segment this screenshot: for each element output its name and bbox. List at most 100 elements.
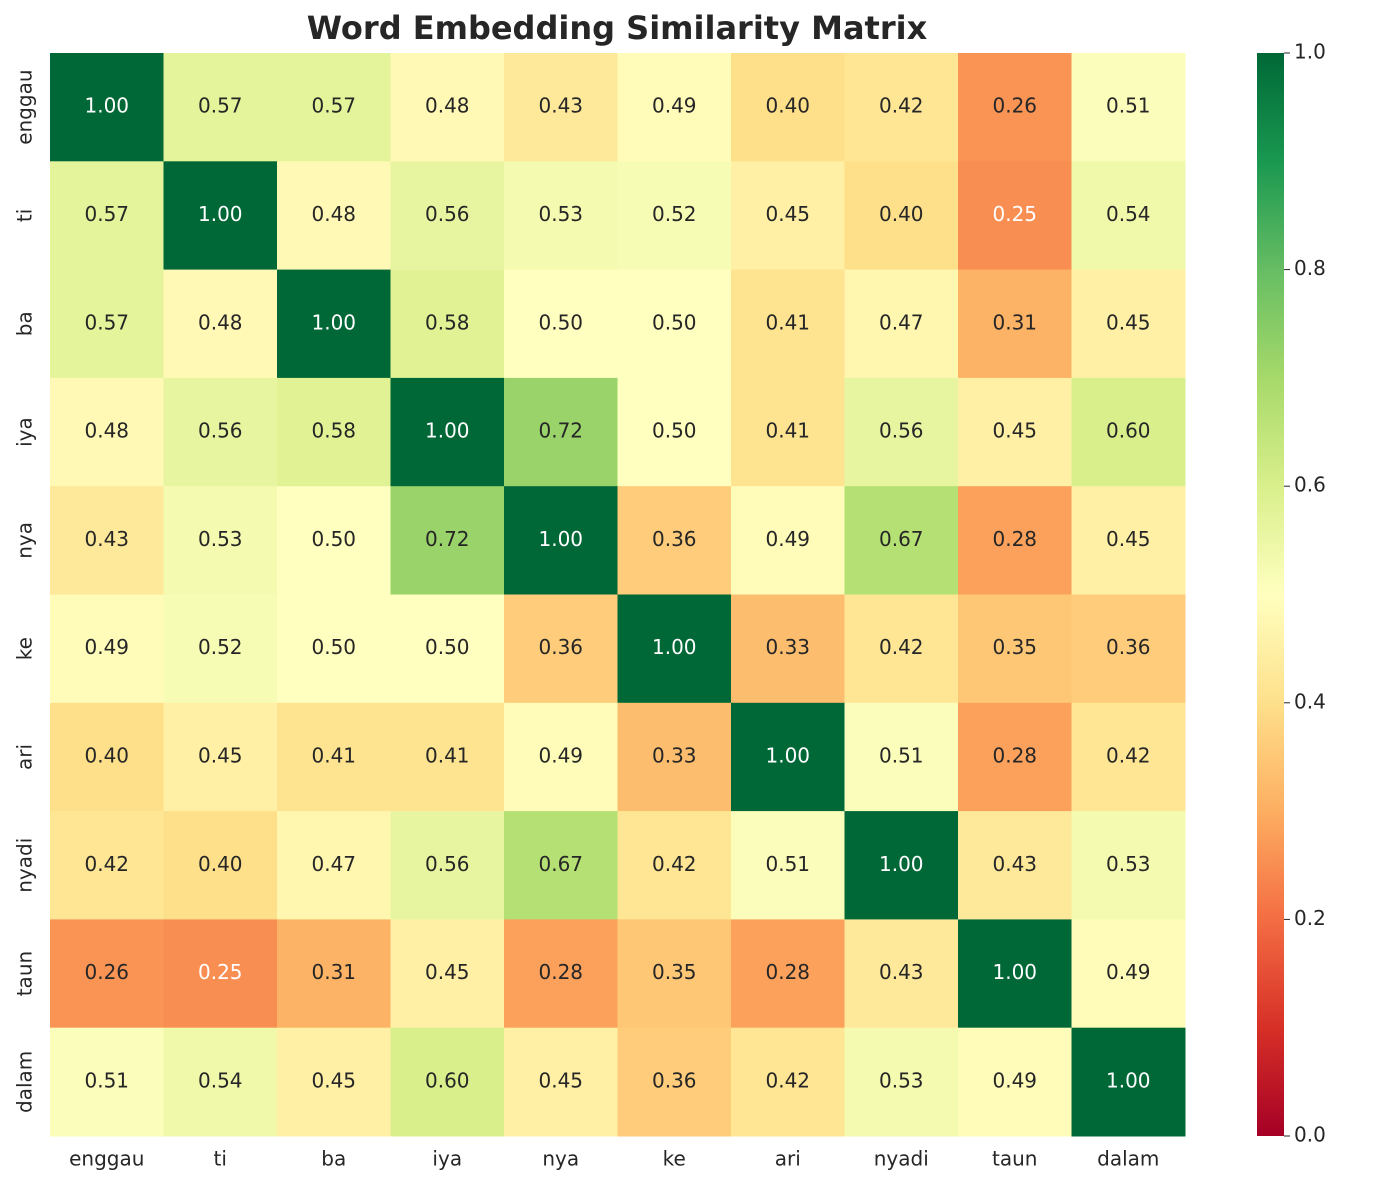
cell-label: 0.57	[84, 310, 129, 334]
cell-label: 0.33	[652, 743, 697, 767]
cell-label: 1.00	[652, 635, 697, 659]
heatmap-cell	[1071, 594, 1186, 704]
heatmap-cell	[844, 919, 959, 1029]
cell-label: 0.57	[311, 94, 356, 118]
cell-label: 1.00	[1106, 1068, 1151, 1092]
heatmap-cell	[958, 269, 1072, 379]
heatmap-cell	[958, 161, 1072, 271]
x-tick-label: enggau	[69, 1147, 144, 1171]
cell-label: 0.43	[538, 94, 583, 118]
cell-label: 0.26	[992, 94, 1037, 118]
colorbar	[1257, 53, 1284, 1136]
cell-label: 0.54	[1106, 202, 1151, 226]
cell-label: 0.53	[1106, 852, 1151, 876]
heatmap-cell	[50, 486, 164, 595]
heatmap-cell	[390, 269, 505, 379]
heatmap-cell	[163, 377, 278, 487]
heatmap-cell	[277, 53, 391, 162]
y-tick-label: dalam	[13, 1051, 37, 1113]
cell-label: 0.40	[198, 852, 243, 876]
heatmap-cell	[50, 377, 164, 487]
heatmap-cell	[50, 811, 164, 920]
colorbar-tick-label: 0.2	[1294, 906, 1326, 930]
cell-label: 0.41	[765, 419, 810, 443]
cell-label: 0.31	[992, 310, 1037, 334]
heatmap-cell	[617, 919, 732, 1029]
heatmap-cell	[504, 702, 618, 812]
y-tick-label: ba	[13, 311, 37, 336]
cell-label: 0.72	[425, 527, 470, 551]
heatmap-cell	[1071, 919, 1186, 1029]
heatmap-cell	[277, 161, 391, 271]
cell-label: 0.56	[425, 852, 470, 876]
heatmap-cell	[731, 377, 845, 487]
cell-label: 0.48	[311, 202, 356, 226]
cell-label: 0.49	[992, 1068, 1037, 1092]
heatmap-cell	[504, 161, 618, 271]
x-tick-label: dalam	[1097, 1147, 1159, 1171]
cell-label: 0.45	[425, 960, 470, 984]
heatmap-cell	[617, 486, 732, 595]
heatmap-cell	[617, 811, 732, 920]
heatmap-cell	[617, 269, 732, 379]
heatmap-cell	[504, 811, 618, 920]
heatmap-cell	[958, 377, 1072, 487]
heatmap-cell	[958, 702, 1072, 812]
cell-label: 0.25	[992, 202, 1037, 226]
heatmap-cell	[390, 919, 505, 1029]
heatmap-cell	[163, 53, 278, 162]
heatmap-cell	[958, 53, 1072, 162]
cell-label: 0.45	[538, 1068, 583, 1092]
heatmap-cell	[844, 269, 959, 379]
cell-label: 0.53	[538, 202, 583, 226]
cell-label: 1.00	[879, 852, 924, 876]
heatmap-cell	[504, 1027, 618, 1137]
cell-label: 0.41	[765, 310, 810, 334]
x-tick-label: nya	[542, 1147, 579, 1171]
cell-label: 1.00	[84, 94, 129, 118]
cell-label: 0.36	[1106, 635, 1151, 659]
heatmap-cell	[50, 702, 164, 812]
heatmap-cell	[504, 486, 618, 595]
x-tick-label: iya	[432, 1147, 462, 1171]
cell-label: 1.00	[765, 743, 810, 767]
cell-label: 0.50	[652, 310, 697, 334]
cell-label: 0.49	[652, 94, 697, 118]
heatmap-cell	[1071, 269, 1186, 379]
heatmap-cell	[731, 594, 845, 704]
cell-label: 0.47	[311, 852, 356, 876]
y-tick-label: ke	[13, 637, 37, 660]
cell-label: 0.41	[425, 743, 470, 767]
cell-label: 0.67	[538, 852, 583, 876]
cell-label: 0.42	[1106, 743, 1151, 767]
x-tick-label: ti	[214, 1147, 227, 1171]
cell-label: 0.60	[425, 1068, 470, 1092]
heatmap-cell	[731, 702, 845, 812]
cell-label: 0.47	[879, 310, 924, 334]
cell-label: 0.48	[425, 94, 470, 118]
heatmap-cell	[731, 919, 845, 1029]
y-tick-label: iya	[13, 417, 37, 447]
heatmap-cell	[844, 486, 959, 595]
cell-label: 0.41	[311, 743, 356, 767]
x-tick-label: nyadi	[874, 1147, 929, 1171]
colorbar-tick-label: 0.6	[1294, 473, 1326, 497]
heatmap-cell	[390, 811, 505, 920]
heatmap-cell	[1071, 1027, 1186, 1137]
heatmap-cell	[1071, 702, 1186, 812]
cell-label: 0.28	[992, 743, 1037, 767]
chart-title: Word Embedding Similarity Matrix	[307, 9, 928, 47]
heatmap-cell	[163, 269, 278, 379]
heatmap-cell	[163, 1027, 278, 1137]
heatmap-cell	[1071, 53, 1186, 162]
heatmap-cell	[504, 919, 618, 1029]
cell-label: 1.00	[425, 419, 470, 443]
cell-label: 0.31	[311, 960, 356, 984]
cell-label: 0.35	[652, 960, 697, 984]
x-tick-label: ari	[775, 1147, 801, 1171]
cell-label: 0.26	[84, 960, 129, 984]
x-tick-label: ke	[663, 1147, 686, 1171]
cell-label: 0.67	[879, 527, 924, 551]
heatmap-cell	[390, 53, 505, 162]
